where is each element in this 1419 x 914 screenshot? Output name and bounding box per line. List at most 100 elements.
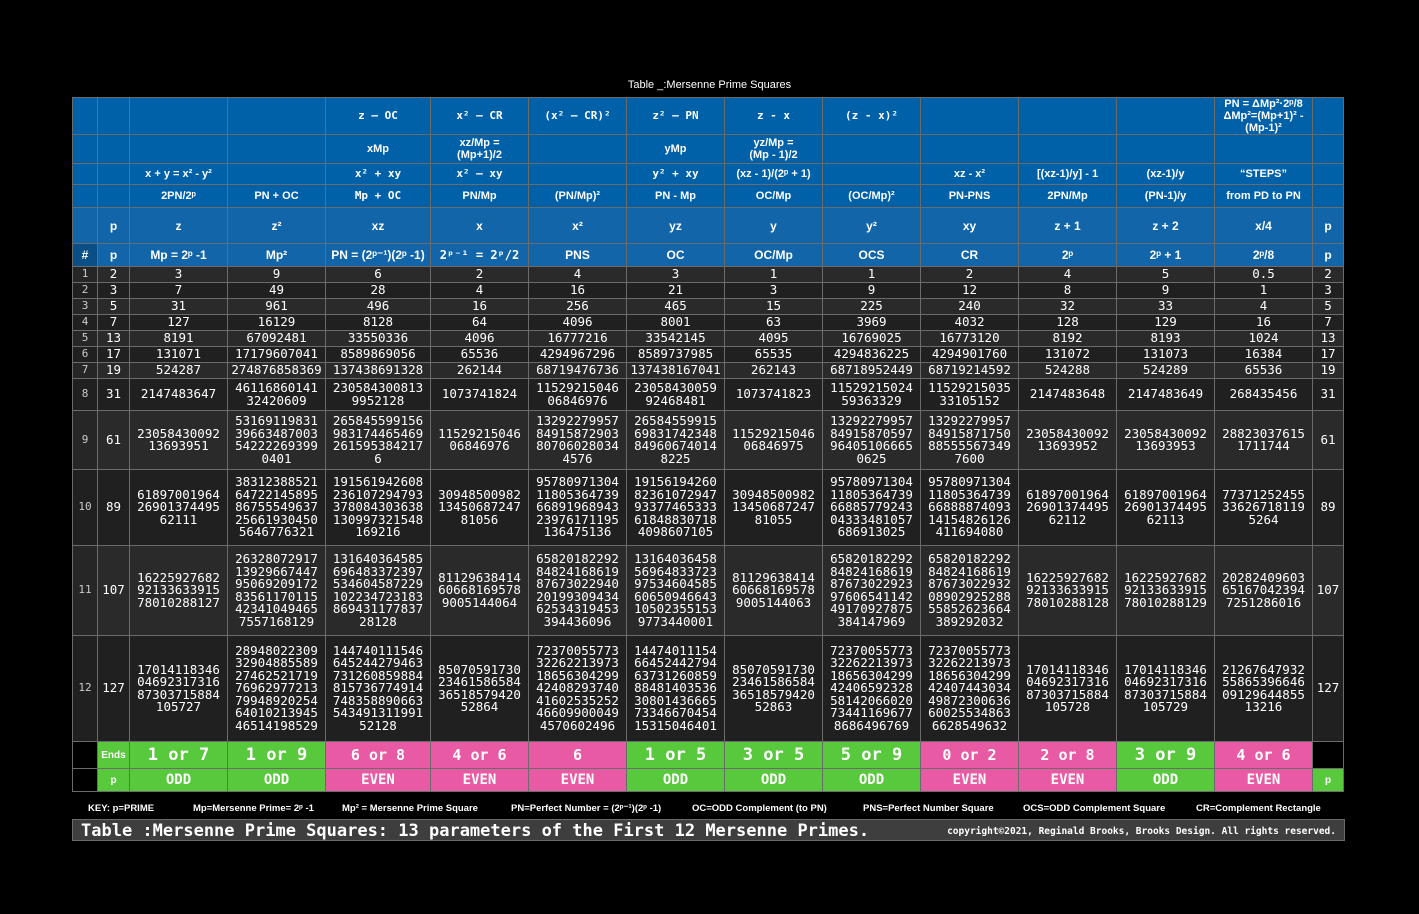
- header-cell: z + 2: [1116, 207, 1215, 244]
- table-row: 12 127 17014118346 04692317316 87303715884…: [72, 635, 1344, 742]
- row-index: 12: [72, 635, 98, 742]
- parity-cell: EVEN: [325, 768, 431, 792]
- row-index: 10: [72, 469, 98, 546]
- table-cell: 65535: [724, 346, 823, 363]
- table-row: 10 89 61897001964 26901374495 62111 3831238…: [72, 469, 1344, 546]
- table-cell: 107: [1312, 545, 1344, 636]
- table-cell: 49: [227, 282, 326, 299]
- header-cell: 2ᵖ⁻¹ = 2ᵖ/2: [430, 243, 529, 267]
- table-cell: 81129638414 60668169578 9005144063: [724, 545, 823, 636]
- table-cell: 524289: [1116, 362, 1215, 379]
- table-cell: 2: [97, 266, 130, 283]
- mersenne-table: z – OC x² – CR (x² – CR)² z² – PN z - x (z - …: [72, 97, 1344, 792]
- table-cell: 8589869056: [325, 346, 431, 363]
- table-cell: 131071: [129, 346, 228, 363]
- table-cell: 30948500982 13450687247 81055: [724, 469, 823, 546]
- table-cell: 9: [227, 266, 326, 283]
- parity-cell: ODD: [129, 768, 228, 792]
- table-cell: 4294967296: [528, 346, 627, 363]
- table-cell: 15: [724, 298, 823, 315]
- table-cell: 17179607041: [227, 346, 326, 363]
- table-cell: 23058430059 92468481: [626, 378, 725, 411]
- header-cell: [72, 134, 98, 164]
- row-index: 11: [72, 545, 98, 636]
- table-cell: 67092481: [227, 330, 326, 347]
- table-cell: 6: [325, 266, 431, 283]
- ends-cell: [72, 741, 98, 769]
- table-cell: 72370055773 32262213973 18656304299 4240…: [920, 635, 1019, 742]
- table-cell: 8001: [626, 314, 725, 331]
- ends-cell: 3 or 9: [1116, 741, 1215, 769]
- table-cell: 13: [97, 330, 130, 347]
- table-cell: 107: [97, 545, 130, 636]
- row-index: 8: [72, 378, 98, 411]
- header-cell: [129, 134, 228, 164]
- table-cell: 63: [724, 314, 823, 331]
- table-cell: 230584300813 9952128: [325, 378, 431, 411]
- table-cell: 21267647932 55865396646 09129644855 1321…: [1214, 635, 1313, 742]
- row-index: 6: [72, 346, 98, 363]
- table-row: 9 61 23058430092 13693951 53169119831 39663…: [72, 410, 1344, 470]
- table-cell: 7: [129, 282, 228, 299]
- header-cell: xz: [325, 207, 431, 244]
- header-cell: [1312, 134, 1344, 164]
- row-index: 5: [72, 330, 98, 347]
- header-cell: yz/Mp = (Mp - 1)/2: [724, 134, 823, 164]
- table-cell: 32: [1018, 298, 1117, 315]
- table-cell: 524287: [129, 362, 228, 379]
- header-cell: [72, 163, 98, 185]
- header-cell: [1312, 163, 1344, 185]
- table-cell: 26584559915 69831742348 84960674014 8225: [626, 410, 725, 470]
- header-cell: xz/Mp = (Mp+1)/2: [430, 134, 529, 164]
- ends-cell: 1 or 5: [626, 741, 725, 769]
- table-cell: 16225927682 92133633915 78010288128: [1018, 545, 1117, 636]
- table-cell: 95780971304 11805364739 66888874093 1415…: [920, 469, 1019, 546]
- header-cell: (xz-1)/y: [1116, 163, 1215, 185]
- table-cell: 26328072917 13929667447 95069209172 8356…: [227, 545, 326, 636]
- header-cell: y: [724, 207, 823, 244]
- header-cell: (xz - 1)/(2ᵖ + 1): [724, 163, 823, 185]
- header-cell: [97, 184, 130, 208]
- table-cell: 137438167041: [626, 362, 725, 379]
- table-cell: 61: [97, 410, 130, 470]
- table-cell: 13292279957 84915870597 96405106665 0625: [822, 410, 921, 470]
- header-cell: OCS: [822, 243, 921, 267]
- table-cell: 4032: [920, 314, 1019, 331]
- header-cell: x/4: [1214, 207, 1313, 244]
- header-cell: x² – CR: [430, 97, 529, 135]
- ends-cell: 2 or 8: [1018, 741, 1117, 769]
- table-cell: 2147483647: [129, 378, 228, 411]
- row-index: 2: [72, 282, 98, 299]
- header-cell: p: [97, 207, 130, 244]
- key-item: OC=ODD Complement (to PN): [692, 803, 827, 814]
- table-cell: 191561942608 236107294793 378084303638 1…: [325, 469, 431, 546]
- page-title: Table _:Mersenne Prime Squares: [627, 79, 792, 91]
- table-cell: 274876858369: [227, 362, 326, 379]
- header-cell: p: [1312, 207, 1344, 244]
- table-cell: 127: [1312, 635, 1344, 742]
- parity-cell: EVEN: [1018, 768, 1117, 792]
- header-cell: [97, 134, 130, 164]
- table-cell: 2: [430, 266, 529, 283]
- table-cell: 8128: [325, 314, 431, 331]
- ends-cell: 6: [528, 741, 627, 769]
- parity-cell: p: [97, 768, 130, 792]
- table-cell: 225: [822, 298, 921, 315]
- table-cell: 61897001964 26901374495 62111: [129, 469, 228, 546]
- table-cell: 23058430092 13693951: [129, 410, 228, 470]
- parity-cell: ODD: [724, 768, 823, 792]
- header-cell: CR: [920, 243, 1019, 267]
- copyright-notice: copyright©2021, Reginald Brooks, Brooks …: [947, 826, 1336, 837]
- table-cell: 13292279957 84915872903 80706028034 4576: [528, 410, 627, 470]
- table-cell: 65536: [1214, 362, 1313, 379]
- header-cell: [1116, 97, 1215, 135]
- table-cell: 240: [920, 298, 1019, 315]
- ends-cell: Ends: [97, 741, 130, 769]
- header-cell: (z - x)²: [822, 97, 921, 135]
- table-cell: 16: [528, 282, 627, 299]
- table-cell: 1024: [1214, 330, 1313, 347]
- header-cell: [1116, 134, 1215, 164]
- table-row: 11 107 16225927682 92133633915 78010288127…: [72, 545, 1344, 636]
- table-cell: 53169119831 39663487003 54222269399 0401: [227, 410, 326, 470]
- header-cell: xy: [920, 207, 1019, 244]
